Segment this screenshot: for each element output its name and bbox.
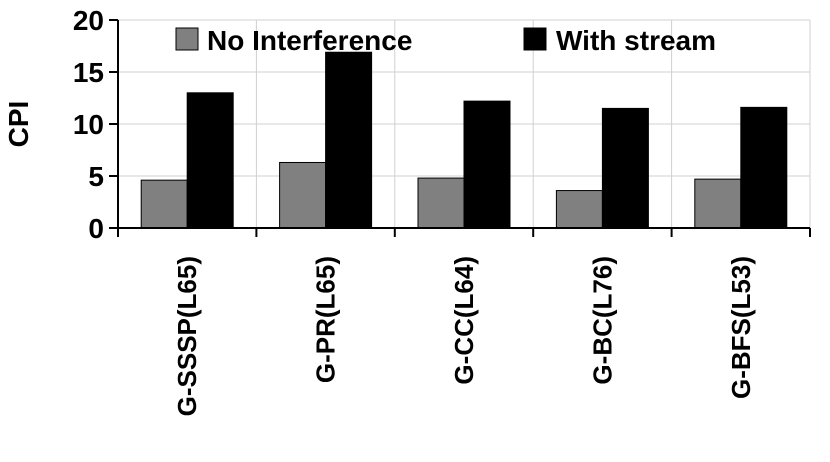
legend-swatch-no-interference	[175, 27, 199, 51]
y-tick-label: 10	[73, 109, 104, 140]
bar-with-stream-g-cc-l64	[463, 100, 511, 229]
bar-no-interference-g-bfs-l53	[694, 178, 742, 229]
category-labels: G-SSSP(L65) G-PR(L65) G-CC(L64) G-BC(L76) G-…	[172, 256, 756, 416]
category-label: G-BFS(L53)	[726, 256, 756, 399]
y-tick-label: 15	[73, 57, 104, 88]
bar-no-interference-g-sssp-l65	[140, 179, 188, 229]
bar-with-stream-g-pr-l65	[325, 51, 373, 229]
y-axis-title: CPI	[3, 101, 34, 148]
category-label: G-CC(L64)	[449, 256, 479, 385]
category-label: G-BC(L76)	[587, 256, 617, 385]
legend-label-with-stream: With stream	[556, 25, 716, 56]
y-tick-label: 20	[73, 5, 104, 36]
category-label: G-SSSP(L65)	[172, 256, 202, 416]
bar-with-stream-g-sssp-l65	[186, 92, 234, 229]
legend-swatch-with-stream	[523, 27, 547, 51]
category-label: G-PR(L65)	[311, 256, 341, 383]
legend: No Interference With stream	[175, 25, 716, 56]
bar-no-interference-g-bc-l76	[555, 190, 603, 229]
y-tick-label: 5	[88, 161, 104, 192]
bar-with-stream-g-bc-l76	[601, 107, 649, 229]
bar-no-interference-g-cc-l64	[417, 177, 465, 229]
legend-label-no-interference: No Interference	[207, 25, 412, 56]
bar-with-stream-g-bfs-l53	[740, 106, 788, 229]
y-ticks: 0 5 10 15 20	[73, 5, 118, 244]
bars	[140, 51, 788, 229]
y-tick-label: 0	[88, 213, 104, 244]
bar-no-interference-g-pr-l65	[279, 161, 327, 229]
